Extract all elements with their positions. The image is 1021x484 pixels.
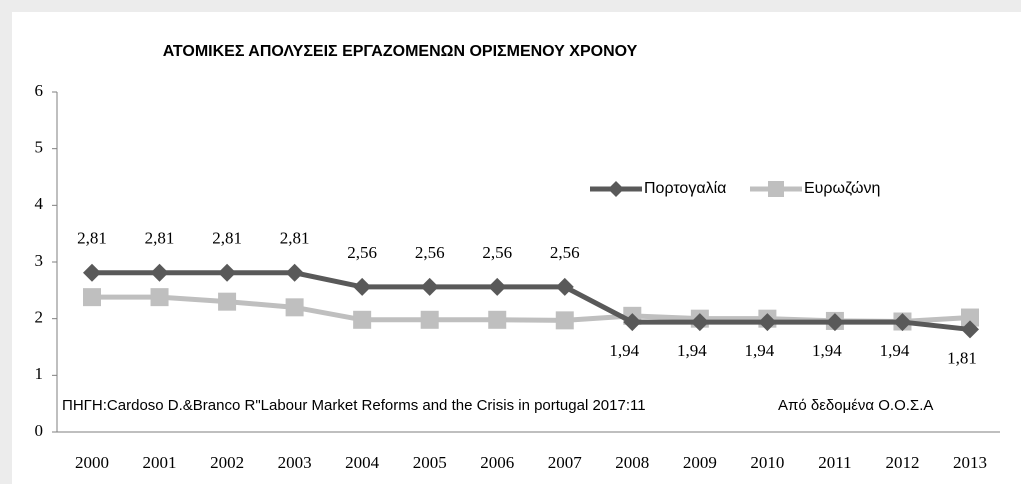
x-tick-label: 2005 — [413, 453, 447, 472]
marker — [690, 313, 709, 332]
data-label: 2,56 — [415, 243, 445, 262]
marker — [555, 277, 574, 296]
marker — [83, 263, 101, 282]
marker — [285, 263, 304, 282]
marker — [825, 313, 844, 332]
x-tick-label: 2009 — [683, 453, 717, 472]
chart-title: ΑΤΟΜΙΚΕΣ ΑΠΟΛΥΣΕΙΣ ΕΡΓΑΖΟΜΕΝΩΝ ΟΡΙΣΜΕΝΟΥ… — [163, 43, 638, 60]
marker — [218, 292, 237, 311]
marker — [961, 308, 979, 327]
marker — [353, 310, 372, 329]
data-label: 1,81 — [947, 348, 977, 367]
frame-top — [0, 0, 1021, 12]
marker — [420, 310, 439, 329]
data-label: 1,94 — [812, 341, 842, 360]
data-label: 2,81 — [145, 229, 175, 248]
marker — [488, 310, 507, 329]
y-tick-label: 0 — [35, 421, 44, 440]
marker — [623, 313, 642, 332]
marker — [961, 320, 979, 339]
data-label: 2,56 — [482, 243, 512, 262]
data-label: 1,94 — [745, 341, 775, 360]
marker — [218, 263, 237, 282]
marker — [150, 288, 169, 307]
x-tick-label: 2002 — [210, 453, 244, 472]
x-tick-label: 2004 — [345, 453, 380, 472]
marker — [893, 313, 912, 332]
marker — [768, 181, 784, 197]
marker — [353, 277, 372, 296]
y-tick-label: 6 — [35, 81, 44, 100]
marker — [420, 277, 439, 296]
y-tick-label: 3 — [35, 251, 44, 270]
frame-left — [0, 0, 12, 484]
marker — [150, 263, 169, 282]
x-tick-label: 2012 — [885, 453, 919, 472]
x-tick-label: 2001 — [143, 453, 177, 472]
marker — [83, 288, 101, 307]
marker — [555, 311, 574, 330]
x-tick-label: 2011 — [818, 453, 851, 472]
marker — [758, 313, 777, 332]
data-label: 1,94 — [677, 341, 707, 360]
data-label: 2,81 — [280, 229, 310, 248]
data-label: 2,56 — [550, 243, 580, 262]
x-tick-label: 2000 — [75, 453, 109, 472]
x-tick-label: 2010 — [750, 453, 784, 472]
x-tick-label: 2007 — [548, 453, 583, 472]
series-line — [92, 270, 971, 332]
marker — [608, 181, 624, 197]
marker — [285, 298, 304, 317]
data-label: 1,94 — [609, 341, 639, 360]
x-tick-label: 2006 — [480, 453, 514, 472]
data-label: 2,56 — [347, 243, 377, 262]
data-label: 2,81 — [77, 229, 107, 248]
x-tick-label: 2008 — [615, 453, 649, 472]
y-tick-label: 1 — [35, 364, 44, 383]
y-tick-label: 2 — [35, 308, 44, 327]
y-tick-label: 4 — [35, 194, 44, 213]
source-note: Από δεδομένα Ο.Ο.Σ.Α — [778, 397, 933, 414]
legend-label: Πορτογαλία — [644, 180, 726, 197]
source-note: ΠΗΓΗ:Cardoso D.&Branco R"Labour Market R… — [62, 397, 646, 414]
legend-label: Ευρωζώνη — [804, 180, 880, 197]
data-label: 2,81 — [212, 229, 242, 248]
marker — [488, 277, 507, 296]
x-tick-label: 2003 — [278, 453, 312, 472]
data-label: 1,94 — [880, 341, 910, 360]
y-tick-label: 5 — [35, 138, 44, 157]
x-tick-label: 2013 — [953, 453, 987, 472]
